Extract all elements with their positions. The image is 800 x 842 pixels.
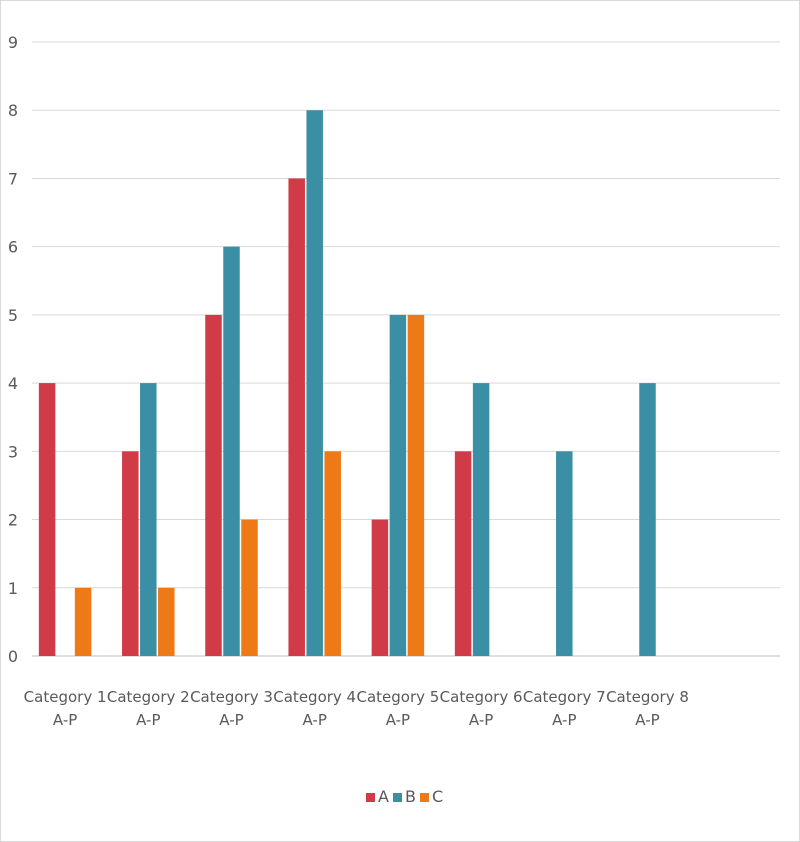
legend-swatch-a [366,793,375,802]
bar-b-2 [140,383,157,656]
bar-c-4 [324,451,341,656]
y-axis: 0 1 2 3 4 5 6 7 8 9 [8,33,18,666]
bar-a-3 [205,314,222,656]
bar-b-6 [472,383,490,656]
bar-a-5 [371,519,389,656]
bar-b-5 [389,314,407,656]
x-tick-label: A-P [219,711,243,729]
legend-label-b: B [405,787,416,806]
x-tick-label: Category 5 [356,688,439,706]
y-tick-label: 7 [8,169,18,188]
x-axis: Category 1 A-P Category 2 A-P Category 3 A-P C… [24,688,689,729]
x-tick-label: Category 6 [440,688,523,706]
y-tick-label: 6 [8,238,18,257]
legend-label-c: C [432,787,443,806]
bar-a-1 [38,383,56,656]
bar-b-8 [639,383,656,656]
x-tick-label: A-P [386,711,410,729]
y-tick-label: 5 [8,306,18,325]
x-tick-label: Category 3 [190,688,273,706]
x-tick-label: Category 7 [523,688,606,706]
x-tick-label: A-P [469,711,493,729]
x-tick-label: A-P [303,711,327,729]
x-tick-label: A-P [635,711,659,729]
x-tick-label: A-P [552,711,576,729]
bar-b-7 [556,451,573,656]
x-tick-label: A-P [136,711,160,729]
y-tick-label: 9 [8,33,18,52]
bar-b-3 [223,246,240,656]
y-tick-label: 1 [8,579,18,598]
bar-a-6 [454,451,472,656]
x-tick-label: A-P [53,711,77,729]
legend-swatch-b [393,793,402,802]
bar-c-5 [407,314,425,656]
bar-c-3 [241,519,258,656]
y-tick-label: 0 [8,647,18,666]
y-tick-label: 2 [8,511,18,530]
bar-c-2 [158,587,175,656]
x-tick-label: Category 8 [606,688,689,706]
legend-swatch-c [420,793,429,802]
x-tick-label: Category 1 [24,688,107,706]
bars [38,110,656,656]
y-tick-label: 8 [8,101,18,120]
x-tick-label: Category 2 [107,688,190,706]
y-tick-label: 4 [8,374,18,393]
bar-a-4 [288,178,305,656]
legend-label-a: A [378,787,389,806]
y-tick-label: 3 [8,442,18,461]
bar-c-1 [74,587,92,656]
bar-b-4 [306,110,323,656]
bar-a-2 [122,451,139,656]
x-tick-label: Category 4 [273,688,356,706]
